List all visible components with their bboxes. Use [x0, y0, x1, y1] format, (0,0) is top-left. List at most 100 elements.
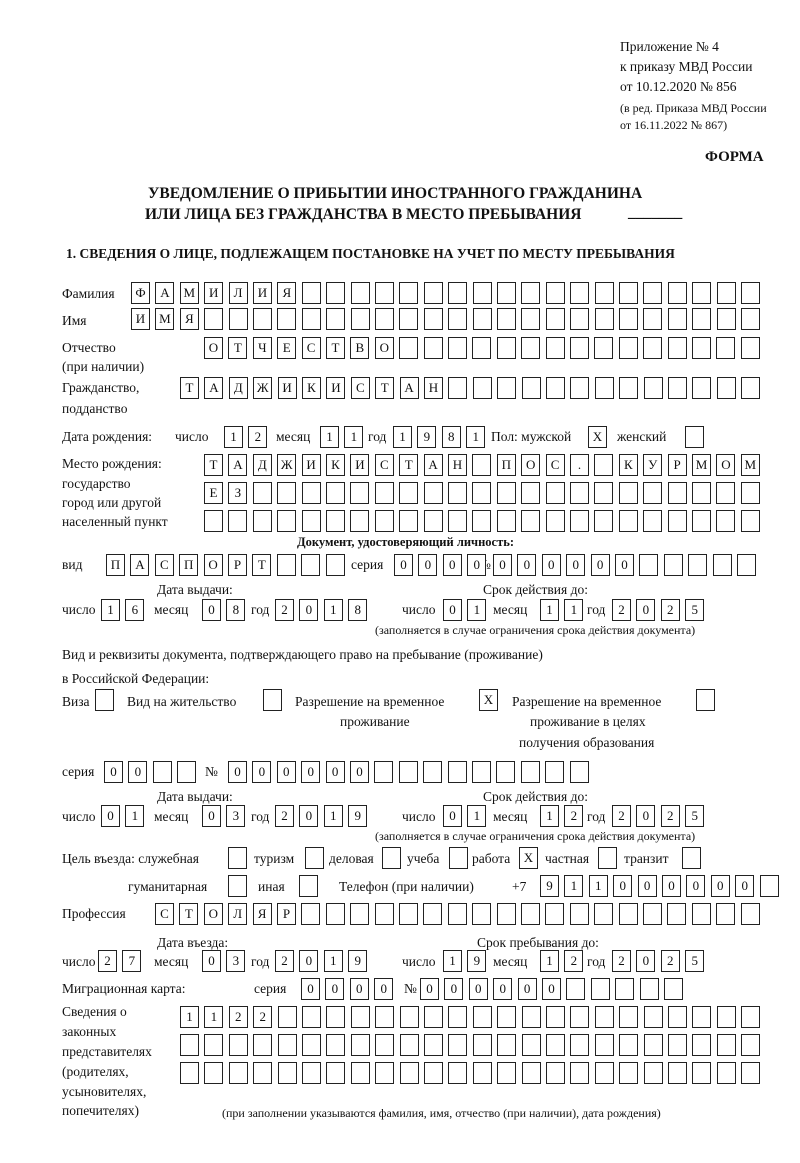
char-cell-citizenship[interactable] — [668, 377, 687, 399]
char-cell-citizenship[interactable] — [716, 377, 736, 399]
char-cell-permit-number[interactable]: 0 — [325, 761, 345, 783]
char-cell-reps-1[interactable] — [668, 1006, 687, 1028]
char-cell-patronymic[interactable]: Т — [228, 337, 248, 359]
char-cell-surname[interactable] — [472, 282, 492, 304]
char-cell-birthplace-1[interactable]: К — [326, 454, 345, 476]
char-cell-phone[interactable]: 1 — [564, 875, 584, 897]
char-cell-surname[interactable]: Ф — [131, 282, 150, 304]
char-cell-reps-3[interactable] — [302, 1062, 321, 1084]
char-cell-stay-year[interactable]: 2 — [660, 950, 680, 972]
char-cell-birthplace-1[interactable]: . — [570, 454, 589, 476]
char-cell-reps-2[interactable] — [375, 1034, 395, 1056]
char-cell-permit-series[interactable]: 0 — [128, 761, 148, 783]
char-cell-entry-day[interactable]: 2 — [98, 950, 117, 972]
char-cell-birthplace-2[interactable] — [594, 482, 614, 504]
char-cell-birthplace-2[interactable] — [399, 482, 419, 504]
char-cell-passport-number[interactable] — [737, 554, 756, 576]
char-cell-reps-3[interactable] — [424, 1062, 443, 1084]
char-cell-birthplace-3[interactable] — [667, 510, 687, 532]
char-cell-permit-number[interactable] — [545, 761, 565, 783]
char-cell-birthplace-2[interactable] — [496, 482, 516, 504]
char-cell-name[interactable] — [228, 308, 248, 330]
char-cell-surname[interactable] — [326, 282, 346, 304]
char-cell-permit-issue-year[interactable]: 1 — [323, 805, 343, 827]
checkbox-purpose-transit[interactable] — [682, 847, 701, 869]
char-cell-profession[interactable] — [545, 903, 565, 925]
char-cell-name[interactable] — [399, 308, 419, 330]
char-cell-stay-month[interactable]: 1 — [540, 950, 559, 972]
char-cell-reps-1[interactable] — [741, 1006, 761, 1028]
char-cell-permit-exp-day[interactable]: 1 — [467, 805, 487, 827]
char-cell-phone[interactable]: 0 — [613, 875, 633, 897]
char-cell-birthplace-1[interactable]: И — [301, 454, 321, 476]
char-cell-surname[interactable] — [301, 282, 321, 304]
char-cell-reps-3[interactable] — [448, 1062, 468, 1084]
char-cell-profession[interactable]: О — [203, 903, 223, 925]
char-cell-birthplace-2[interactable] — [618, 482, 638, 504]
char-cell-migration-number[interactable]: 0 — [493, 978, 513, 1000]
char-cell-citizenship[interactable]: И — [277, 377, 297, 399]
char-cell-patronymic[interactable] — [594, 337, 614, 359]
char-cell-patronymic[interactable]: В — [350, 337, 370, 359]
char-cell-reps-1[interactable] — [424, 1006, 443, 1028]
checkbox-purpose-tourism[interactable] — [305, 847, 324, 869]
char-cell-birthplace-3[interactable] — [423, 510, 443, 532]
char-cell-passport-exp-day[interactable]: 1 — [467, 599, 487, 621]
char-cell-name[interactable] — [643, 308, 663, 330]
char-cell-birthplace-3[interactable] — [545, 510, 565, 532]
char-cell-name[interactable] — [570, 308, 590, 330]
char-cell-birth-year[interactable]: 1 — [393, 426, 412, 448]
char-cell-reps-2[interactable] — [594, 1034, 614, 1056]
char-cell-passport-exp-month[interactable]: 1 — [564, 599, 584, 621]
char-cell-patronymic[interactable] — [472, 337, 492, 359]
checkbox-purpose-study[interactable] — [449, 847, 468, 869]
char-cell-reps-2[interactable] — [204, 1034, 224, 1056]
char-cell-reps-1[interactable] — [643, 1006, 663, 1028]
char-cell-reps-3[interactable] — [472, 1062, 492, 1084]
char-cell-stay-day[interactable]: 9 — [467, 950, 487, 972]
char-cell-passport-exp-day[interactable]: 0 — [443, 599, 462, 621]
char-cell-migration-number[interactable] — [566, 978, 586, 1000]
char-cell-patronymic[interactable]: Т — [326, 337, 345, 359]
char-cell-permit-exp-month[interactable]: 1 — [540, 805, 559, 827]
char-cell-permit-exp-year[interactable]: 0 — [636, 805, 656, 827]
char-cell-reps-3[interactable] — [497, 1062, 517, 1084]
char-cell-birthplace-3[interactable] — [204, 510, 223, 532]
char-cell-permit-issue-year[interactable]: 9 — [348, 805, 368, 827]
char-cell-birthplace-1[interactable]: И — [350, 454, 370, 476]
char-cell-reps-2[interactable] — [570, 1034, 590, 1056]
char-cell-passport-number[interactable]: 0 — [615, 554, 634, 576]
char-cell-passport-series[interactable]: 0 — [418, 554, 438, 576]
char-cell-birthplace-2[interactable] — [448, 482, 467, 504]
char-cell-migration-number[interactable]: 0 — [542, 978, 561, 1000]
char-cell-reps-1[interactable] — [546, 1006, 565, 1028]
char-cell-passport-number[interactable]: 0 — [590, 554, 610, 576]
char-cell-surname[interactable] — [350, 282, 370, 304]
char-cell-entry-year[interactable]: 9 — [348, 950, 368, 972]
char-cell-birthplace-1[interactable]: А — [423, 454, 443, 476]
char-cell-reps-3[interactable] — [546, 1062, 565, 1084]
char-cell-migration-series[interactable]: 0 — [349, 978, 369, 1000]
char-cell-birthplace-3[interactable] — [594, 510, 614, 532]
char-cell-phone[interactable]: 0 — [637, 875, 657, 897]
char-cell-patronymic[interactable]: О — [374, 337, 394, 359]
char-cell-passport-kind[interactable]: П — [179, 554, 199, 576]
char-cell-profession[interactable] — [667, 903, 687, 925]
checkbox-sex-male[interactable]: X — [588, 426, 607, 448]
char-cell-birthplace-3[interactable] — [374, 510, 394, 532]
char-cell-name[interactable] — [423, 308, 443, 330]
char-cell-birthplace-2[interactable] — [545, 482, 565, 504]
char-cell-birthplace-1[interactable] — [472, 454, 492, 476]
char-cell-migration-number[interactable]: 0 — [420, 978, 439, 1000]
char-cell-citizenship[interactable] — [692, 377, 712, 399]
char-cell-citizenship[interactable]: Н — [424, 377, 443, 399]
char-cell-passport-exp-year[interactable]: 2 — [660, 599, 680, 621]
char-cell-citizenship[interactable] — [497, 377, 517, 399]
char-cell-patronymic[interactable] — [618, 337, 638, 359]
char-cell-reps-2[interactable] — [692, 1034, 712, 1056]
char-cell-name[interactable] — [350, 308, 370, 330]
char-cell-reps-1[interactable] — [375, 1006, 395, 1028]
char-cell-permit-number[interactable] — [423, 761, 443, 783]
char-cell-passport-series[interactable]: 0 — [467, 554, 487, 576]
char-cell-reps-1[interactable] — [302, 1006, 321, 1028]
